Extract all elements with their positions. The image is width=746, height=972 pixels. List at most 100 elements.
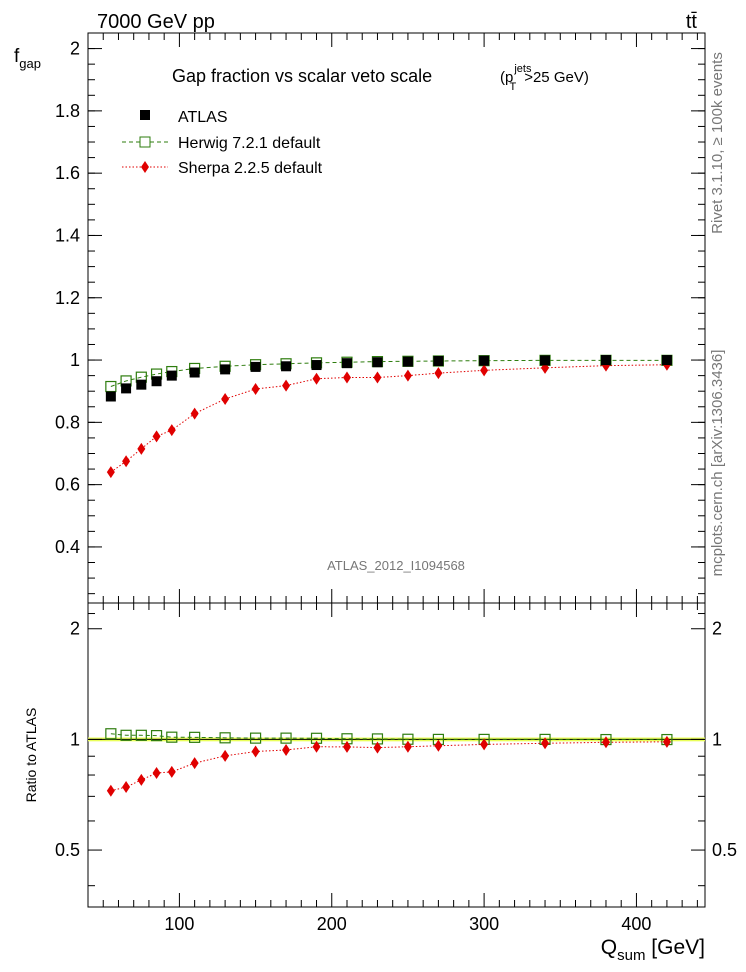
atlas-point [121, 383, 132, 394]
main-ytick-label: 0.8 [55, 412, 80, 432]
sherpa-ratio-point [282, 743, 291, 756]
legend-herwig-marker [139, 136, 151, 148]
herwig-ratio-point [249, 732, 262, 744]
sherpa-ratio-point [601, 736, 610, 749]
atlas-point [433, 355, 444, 366]
sherpa-ratio-point [190, 757, 199, 770]
sherpa-point [342, 371, 351, 384]
main-ytick-label: 1.8 [55, 101, 80, 121]
herwig-ratio-point [105, 728, 117, 740]
herwig-ratio-point [120, 729, 132, 741]
ratio-xtick-label: 400 [621, 914, 651, 934]
sherpa-ratio-point [342, 740, 351, 753]
sherpa-ratio-point [403, 740, 412, 753]
legend-sherpa-marker [141, 161, 149, 173]
herwig-ratio-point [280, 732, 292, 744]
sherpa-point [251, 383, 260, 396]
atlas-point [136, 379, 147, 390]
ratio-y-axis-label: Ratio to ATLAS [23, 708, 39, 803]
main-ytick-label: 1.4 [55, 225, 80, 245]
rivet-label: Rivet 3.1.10, ≥ 100k events [709, 52, 726, 234]
legend-herwig-label: Herwig 7.2.1 default [178, 135, 321, 152]
sherpa-ratio-point [152, 767, 161, 780]
atlas-point [372, 357, 383, 368]
sherpa-ratio-point [106, 784, 115, 797]
sherpa-point [312, 372, 321, 385]
legend-atlas-label: ATLAS [178, 109, 228, 126]
sherpa-ratio-point [662, 735, 671, 748]
main-data-layer [105, 354, 673, 479]
sherpa-ratio-point [221, 749, 230, 762]
sherpa-ratio-point [480, 738, 489, 751]
herwig-ratio-point [189, 731, 201, 743]
sherpa-point [403, 369, 412, 382]
ratio-data-layer [105, 728, 673, 797]
atlas-point [600, 355, 611, 366]
main-axis-ticks: 0.4 0.6 0.8 1 1.2 1.4 1.6 1.8 2 [55, 33, 705, 603]
atlas-point [250, 361, 261, 372]
main-ytick-label: 2 [70, 39, 80, 59]
ratio-ytick-label-left: 2 [70, 619, 80, 639]
x-axis-label: Qsum [GeV] [601, 936, 705, 964]
sherpa-ratio-point [312, 740, 321, 753]
ratio-ytick-label-right: 0.5 [712, 840, 737, 860]
ratio-xtick-label: 200 [317, 914, 347, 934]
legend: ATLAS Herwig 7.2.1 default Sherpa 2.2.5 … [122, 109, 323, 177]
herwig-ratio-point [219, 732, 231, 744]
sherpa-ratio-point [373, 741, 382, 754]
sherpa-ratio-point [251, 745, 260, 758]
atlas-point [311, 360, 322, 371]
analysis-label: ATLAS_2012_I1094568 [327, 558, 465, 573]
herwig-ratio-point [166, 731, 178, 743]
sherpa-point [152, 430, 161, 443]
main-ytick-label: 1.2 [55, 288, 80, 308]
atlas-point [105, 391, 116, 402]
main-ytick-label: 0.6 [55, 475, 80, 495]
sherpa-point [221, 392, 230, 405]
herwig-ratio-point [135, 729, 147, 741]
ratio-plot-frame [87, 602, 706, 908]
main-ytick-label: 1 [70, 350, 80, 370]
sherpa-point [106, 466, 115, 479]
header-right-label: tt̄ [686, 11, 698, 33]
ratio-ytick-label-right: 1 [712, 729, 722, 749]
header-left-label: 7000 GeV pp [97, 11, 215, 33]
atlas-point [281, 361, 292, 372]
sherpa-ratio-point [137, 773, 146, 786]
atlas-point [661, 355, 672, 366]
sherpa-ratio-point [167, 765, 176, 778]
atlas-point [166, 370, 177, 381]
sherpa-point [167, 424, 176, 437]
main-y-axis-label: fgap [14, 46, 41, 71]
atlas-point [151, 376, 162, 387]
sherpa-point [480, 364, 489, 377]
sherpa-point [282, 379, 291, 392]
sherpa-ratio-point [434, 739, 443, 752]
ratio-xtick-label: 300 [469, 914, 499, 934]
ratio-ytick-label-left: 1 [70, 729, 80, 749]
ratio-axis-ticks: 100 200 300 400 0.5 0.5 1 1 2 2 [55, 603, 737, 934]
herwig-ratio-point [150, 730, 163, 742]
sherpa-line [110, 364, 667, 473]
sherpa-point [137, 442, 146, 455]
ratio-xtick-label: 100 [164, 914, 194, 934]
atlas-point [341, 358, 352, 369]
sherpa-point [373, 371, 382, 384]
legend-atlas-marker [140, 110, 150, 120]
herwig-line [110, 359, 667, 387]
atlas-point [402, 356, 413, 367]
chart-title: Gap fraction vs scalar veto scale [172, 66, 432, 86]
main-ytick-label: 1.6 [55, 163, 80, 183]
atlas-point [220, 364, 231, 375]
sherpa-point [190, 407, 199, 420]
ratio-ytick-label-right: 2 [712, 619, 722, 639]
sherpa-ratio-point [541, 737, 550, 750]
atlas-point [479, 355, 490, 366]
chart-title-cut: (pjets T>25 GeV) [500, 63, 589, 93]
sherpa-point [434, 367, 443, 380]
legend-sherpa-label: Sherpa 2.2.5 default [178, 160, 323, 177]
main-ytick-label: 0.4 [55, 537, 80, 557]
herwig-ratio-line [110, 733, 667, 741]
atlas-point [189, 367, 200, 378]
